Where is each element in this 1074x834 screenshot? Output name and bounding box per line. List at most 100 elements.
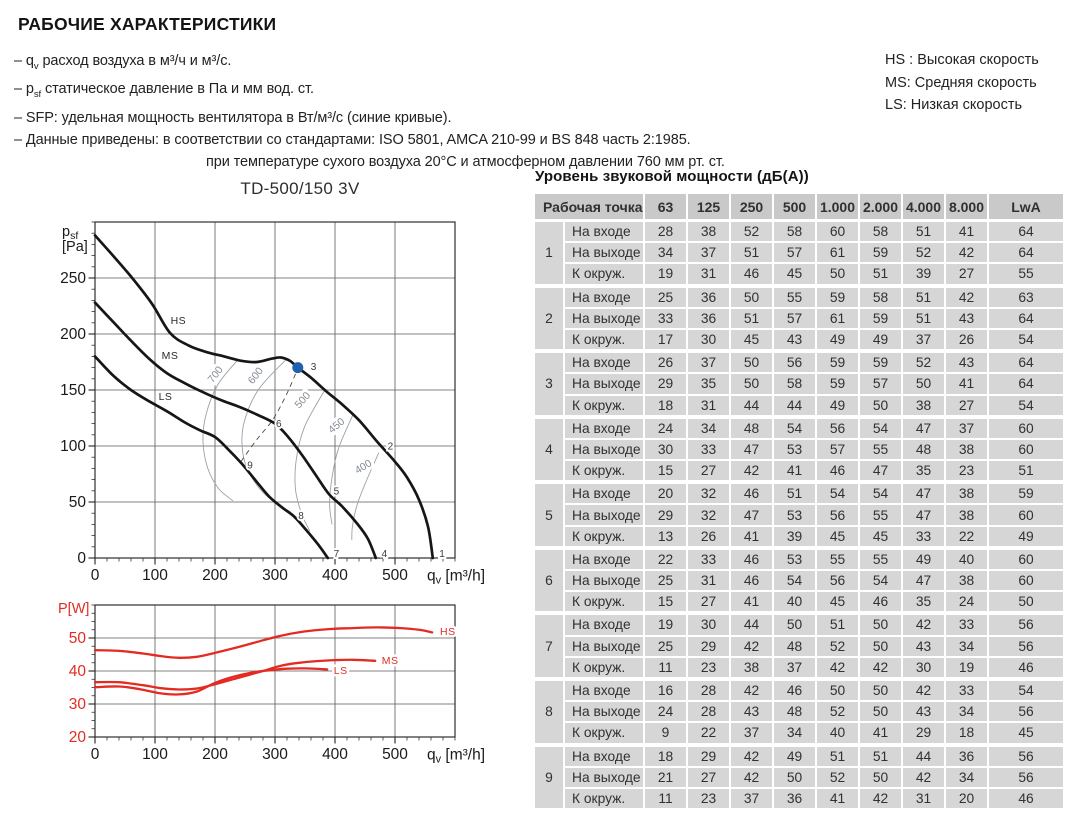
value-cell: 27	[946, 264, 987, 284]
sound-table-header-row: Рабочая точка 63 125 250 500 1.000 2.000 4.000 8…	[535, 194, 1063, 219]
y-tick-label: 250	[60, 270, 86, 287]
row-label-cell: На входе	[565, 287, 643, 307]
row-label-cell: На входе	[565, 549, 643, 569]
y-tick-label: 30	[69, 696, 87, 713]
y-tick-label: 150	[60, 382, 86, 399]
row-label-cell: На выходе	[565, 571, 643, 591]
value-cell: 34	[946, 767, 987, 787]
row-label-cell: На выходе	[565, 702, 643, 722]
value-cell: 18	[645, 746, 686, 766]
value-cell: 40	[774, 592, 815, 612]
value-cell: 48	[903, 439, 944, 460]
value-cell: 60	[989, 418, 1063, 438]
value-cell: 19	[946, 657, 987, 677]
working-point-group: 5 На входе 20 32 46 51 54 54 47 38 59 На выходе 29 32…	[535, 484, 1063, 546]
row-label-cell: К окруж.	[565, 461, 643, 481]
point-number-cell: 8	[535, 680, 563, 743]
value-cell: 61	[817, 308, 858, 328]
curve-HS	[93, 234, 435, 560]
value-cell: 58	[774, 374, 815, 394]
value-cell: 55	[860, 439, 901, 460]
sfp-label: 450	[326, 415, 347, 436]
value-cell: 52	[903, 243, 944, 263]
value-cell: 44	[731, 395, 772, 415]
value-cell: 45	[860, 526, 901, 546]
value-cell: 61	[817, 243, 858, 263]
value-cell: 11	[645, 788, 686, 809]
sfp-curve	[351, 452, 380, 541]
value-cell: 22	[946, 526, 987, 546]
value-cell: 60	[989, 439, 1063, 460]
value-cell: 64	[989, 353, 1063, 373]
value-cell: 20	[645, 484, 686, 504]
curve-LS	[93, 667, 329, 696]
value-cell: 54	[774, 418, 815, 438]
point-number-cell: 3	[535, 353, 563, 415]
value-cell: 19	[645, 264, 686, 284]
value-cell: 49	[817, 395, 858, 415]
value-cell: 33	[688, 439, 729, 460]
value-cell: 42	[903, 680, 944, 701]
speed-legend: HS : Высокая скорость MS: Средняя скорос…	[885, 49, 1039, 117]
value-cell: 38	[946, 505, 987, 525]
point-number-cell: 1	[535, 222, 563, 284]
value-cell: 39	[774, 526, 815, 546]
value-cell: 37	[688, 353, 729, 373]
row-label-cell: К окруж.	[565, 526, 643, 546]
value-cell: 35	[688, 374, 729, 394]
value-cell: 41	[817, 788, 858, 809]
value-cell: 42	[817, 657, 858, 677]
value-cell: 48	[774, 636, 815, 656]
row-label-cell: К окруж.	[565, 723, 643, 743]
value-cell: 34	[688, 418, 729, 438]
y-tick-label: 40	[69, 663, 87, 680]
value-cell: 17	[645, 329, 686, 350]
value-cell: 40	[946, 549, 987, 569]
x-axis-label: qv [m³/h]	[427, 747, 485, 766]
value-cell: 57	[860, 374, 901, 394]
value-cell: 43	[731, 702, 772, 722]
value-cell: 47	[731, 505, 772, 525]
value-cell: 54	[989, 395, 1063, 415]
value-cell: 30	[645, 439, 686, 460]
sfp-curve	[202, 359, 239, 502]
x-tick-label: 0	[91, 746, 100, 763]
note-flow: – qv расход воздуха в м³/ч и м³/с.	[14, 53, 232, 72]
legend-ms: MS: Средняя скорость	[885, 74, 1037, 91]
value-cell: 18	[645, 395, 686, 415]
value-cell: 18	[946, 723, 987, 743]
value-cell: 42	[860, 657, 901, 677]
value-cell: 42	[731, 636, 772, 656]
legend-ls: LS: Низкая скорость	[885, 97, 1023, 114]
value-cell: 35	[903, 461, 944, 481]
working-point-label: 6	[276, 419, 282, 430]
value-cell: 29	[688, 746, 729, 766]
value-cell: 63	[989, 287, 1063, 307]
value-cell: 43	[774, 329, 815, 350]
value-cell: 26	[645, 353, 686, 373]
sfp-curve	[329, 414, 354, 525]
y-tick-label: 100	[60, 438, 86, 455]
working-point-group: 8 На входе 16 28 42 46 50 50 42 33 54 На выходе 24 28…	[535, 680, 1063, 743]
value-cell: 46	[989, 657, 1063, 677]
frequency-header: 125	[688, 194, 729, 219]
value-cell: 60	[989, 549, 1063, 569]
y-axis-label: psf	[62, 224, 78, 242]
point-number-cell: 2	[535, 287, 563, 350]
value-cell: 26	[688, 526, 729, 546]
value-cell: 42	[946, 243, 987, 263]
value-cell: 37	[731, 788, 772, 809]
value-cell: 41	[731, 592, 772, 612]
working-point-label: 1	[439, 549, 445, 560]
value-cell: 45	[989, 723, 1063, 743]
value-cell: 29	[645, 374, 686, 394]
value-cell: 50	[731, 353, 772, 373]
value-cell: 42	[731, 680, 772, 701]
working-point-group: 2 На входе 25 36 50 55 59 58 51 42 63 На выходе 33 36…	[535, 287, 1063, 350]
value-cell: 38	[946, 484, 987, 504]
value-cell: 54	[774, 571, 815, 591]
value-cell: 52	[817, 636, 858, 656]
value-cell: 40	[817, 723, 858, 743]
value-cell: 23	[688, 657, 729, 677]
